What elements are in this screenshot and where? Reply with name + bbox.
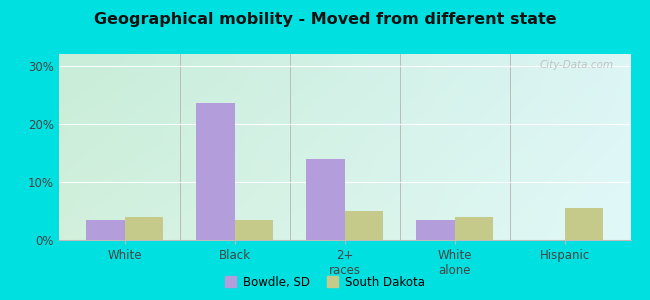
Text: Geographical mobility - Moved from different state: Geographical mobility - Moved from diffe… <box>94 12 556 27</box>
Bar <box>344 211 383 240</box>
Bar <box>564 208 603 240</box>
Bar <box>125 217 163 240</box>
Text: City-Data.com: City-Data.com <box>540 60 614 70</box>
Bar <box>86 220 125 240</box>
Bar <box>416 220 454 240</box>
Bar <box>196 103 235 240</box>
Bar <box>454 217 493 240</box>
Bar <box>306 159 344 240</box>
Bar <box>235 220 273 240</box>
Legend: Bowdle, SD, South Dakota: Bowdle, SD, South Dakota <box>220 272 430 294</box>
